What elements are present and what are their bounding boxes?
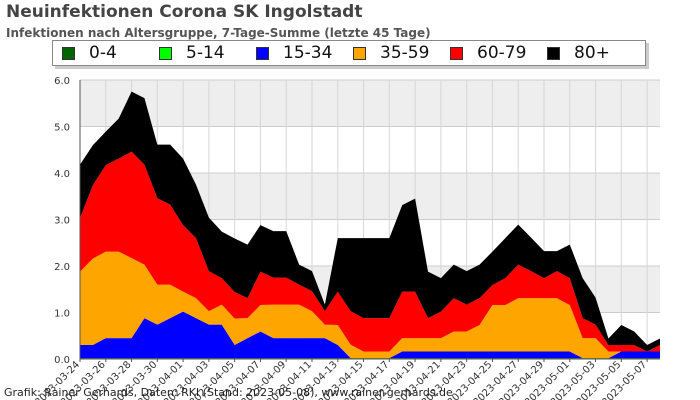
legend-swatch <box>159 46 172 60</box>
source-footer: Grafik: Rainer Gerhards, Daten: RKI (Sta… <box>4 386 453 399</box>
axes <box>79 80 660 360</box>
chart-subtitle: Infektionen nach Altersgruppe, 7-Tage-Su… <box>6 26 431 40</box>
area-series-35-59 <box>80 251 660 359</box>
legend-swatch <box>256 46 269 60</box>
legend-label: 80+ <box>574 43 610 63</box>
legend-swatch <box>62 46 75 60</box>
legend-swatch <box>353 46 366 60</box>
chart-legend: 0-4 5-14 15-34 35-59 60-79 80+ <box>52 40 646 66</box>
legend-swatch <box>547 46 560 60</box>
y-tick-label: 2.0 <box>54 262 70 273</box>
y-tick-label: 6.0 <box>54 76 70 87</box>
y-tick-labels: 0.0 1.0 2.0 3.0 4.0 5.0 6.0 <box>54 76 70 366</box>
chart-title: Neuinfektionen Corona SK Ingolstadt <box>6 2 363 22</box>
legend-label: 60-79 <box>477 43 527 63</box>
y-tick-label: 4.0 <box>54 169 70 180</box>
background-band <box>80 80 660 127</box>
legend-label: 5-14 <box>186 43 225 63</box>
area-series-80plus <box>80 91 660 352</box>
y-tick-label: 0.0 <box>54 355 70 366</box>
legend-label: 15-34 <box>283 43 333 63</box>
y-tick-label: 3.0 <box>54 216 70 227</box>
legend-item: 60-79 <box>450 43 547 63</box>
legend-item: 35-59 <box>353 43 450 63</box>
legend-label: 35-59 <box>380 43 430 63</box>
legend-item: 15-34 <box>256 43 353 63</box>
area-series-60-79 <box>80 151 660 352</box>
legend-item: 0-4 <box>62 43 159 63</box>
legend-swatch <box>450 46 463 60</box>
legend-item: 5-14 <box>159 43 256 63</box>
legend-item: 80+ <box>547 43 644 63</box>
y-tick-label: 5.0 <box>54 123 70 134</box>
y-tick-label: 1.0 <box>54 309 70 320</box>
area-series-15-34 <box>80 311 660 359</box>
area-series <box>80 91 660 359</box>
legend-label: 0-4 <box>89 43 117 63</box>
